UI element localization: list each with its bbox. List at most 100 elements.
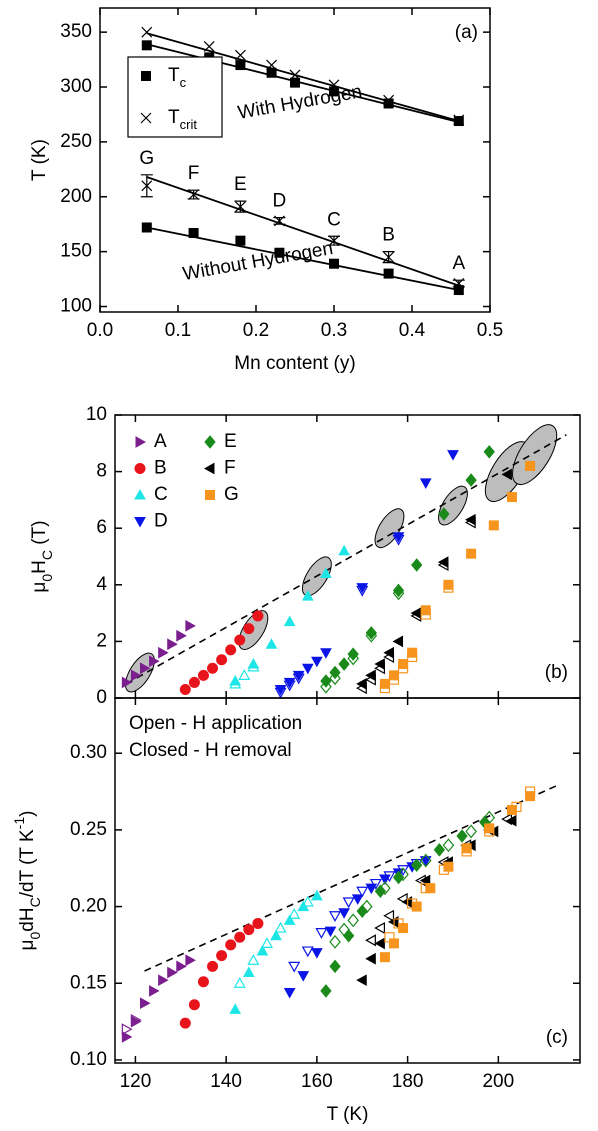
crossover <box>374 508 405 549</box>
label-part: 0 <box>27 931 43 939</box>
point <box>525 791 536 802</box>
point <box>356 904 368 918</box>
point <box>274 247 285 258</box>
point <box>374 922 385 935</box>
point <box>216 654 228 666</box>
point <box>525 460 536 471</box>
y-tick-label: 6 <box>96 517 107 538</box>
point <box>121 1031 133 1043</box>
point <box>216 950 228 962</box>
y-tick-label: 150 <box>60 241 92 262</box>
point <box>488 520 499 531</box>
point <box>197 976 209 988</box>
point <box>338 657 350 671</box>
y-axis-label: T (K) <box>29 139 50 181</box>
x-tick-label: 140 <box>210 1071 242 1092</box>
point <box>301 663 314 675</box>
point <box>365 883 378 895</box>
point <box>197 669 209 681</box>
x-tick-label: 0.5 <box>477 320 503 341</box>
point <box>328 235 340 247</box>
point <box>379 874 391 885</box>
point <box>338 544 350 556</box>
legend-label: E <box>224 431 237 452</box>
note: Closed - H removal <box>129 740 292 761</box>
point <box>329 959 341 974</box>
point <box>265 638 278 649</box>
y-tick-label: 250 <box>60 131 92 152</box>
label-part: /dT (T K <box>17 829 38 897</box>
point <box>465 824 477 839</box>
point <box>374 658 385 670</box>
point <box>329 934 341 949</box>
point <box>252 917 264 929</box>
point <box>290 77 300 88</box>
point <box>374 937 385 950</box>
point <box>324 926 337 938</box>
point <box>383 94 395 106</box>
point <box>347 913 359 928</box>
point <box>411 901 422 912</box>
fit-line <box>144 784 558 972</box>
point <box>188 999 200 1011</box>
point <box>320 648 332 659</box>
point <box>167 638 178 651</box>
point <box>461 843 472 854</box>
point <box>433 843 446 857</box>
y-tick-label: 0.15 <box>70 972 107 993</box>
point <box>320 567 332 578</box>
legend-label: A <box>154 431 167 452</box>
point <box>179 684 191 696</box>
point <box>447 450 459 461</box>
point <box>238 669 251 680</box>
point <box>311 948 323 959</box>
plot-frame <box>114 697 581 1064</box>
point <box>419 853 432 868</box>
point <box>185 954 196 967</box>
point <box>301 895 314 907</box>
point <box>135 436 147 448</box>
point <box>320 679 332 694</box>
point <box>411 858 423 872</box>
label-part: ) <box>17 811 38 817</box>
point <box>389 670 399 681</box>
y-tick-label: 0.10 <box>70 1049 107 1070</box>
x-tick-label: 200 <box>482 1071 514 1092</box>
point <box>465 473 477 487</box>
x-axis-label: T (K) <box>327 1104 369 1125</box>
point <box>297 971 310 982</box>
point <box>320 674 332 688</box>
y-tick-label: 350 <box>60 21 92 42</box>
y-axis-label: μ0dHC/dT (T K-1) <box>11 811 43 951</box>
label-part: (T) <box>29 520 50 550</box>
point <box>243 924 255 936</box>
point <box>149 655 160 668</box>
x-tick-label: 120 <box>120 1071 152 1092</box>
x-tick-label: 0.3 <box>321 320 347 341</box>
point-label: C <box>327 209 341 230</box>
point <box>466 548 477 559</box>
label-part: dH <box>17 907 38 931</box>
point <box>139 662 151 675</box>
point <box>283 914 296 925</box>
plot-frame <box>99 7 491 313</box>
x-tick-label: 0.2 <box>243 320 269 341</box>
x-tick-label: 0.1 <box>165 320 191 341</box>
point <box>158 974 169 987</box>
point <box>229 1003 242 1014</box>
point <box>141 180 153 192</box>
point <box>288 908 301 919</box>
point <box>176 629 187 642</box>
point <box>243 623 255 635</box>
crossover <box>512 424 558 486</box>
point <box>247 658 260 669</box>
point <box>233 977 246 988</box>
crossover <box>125 652 155 693</box>
point <box>506 804 517 815</box>
point <box>292 670 305 682</box>
point <box>419 874 431 887</box>
point <box>185 619 196 632</box>
point <box>398 923 409 934</box>
point <box>188 189 200 200</box>
